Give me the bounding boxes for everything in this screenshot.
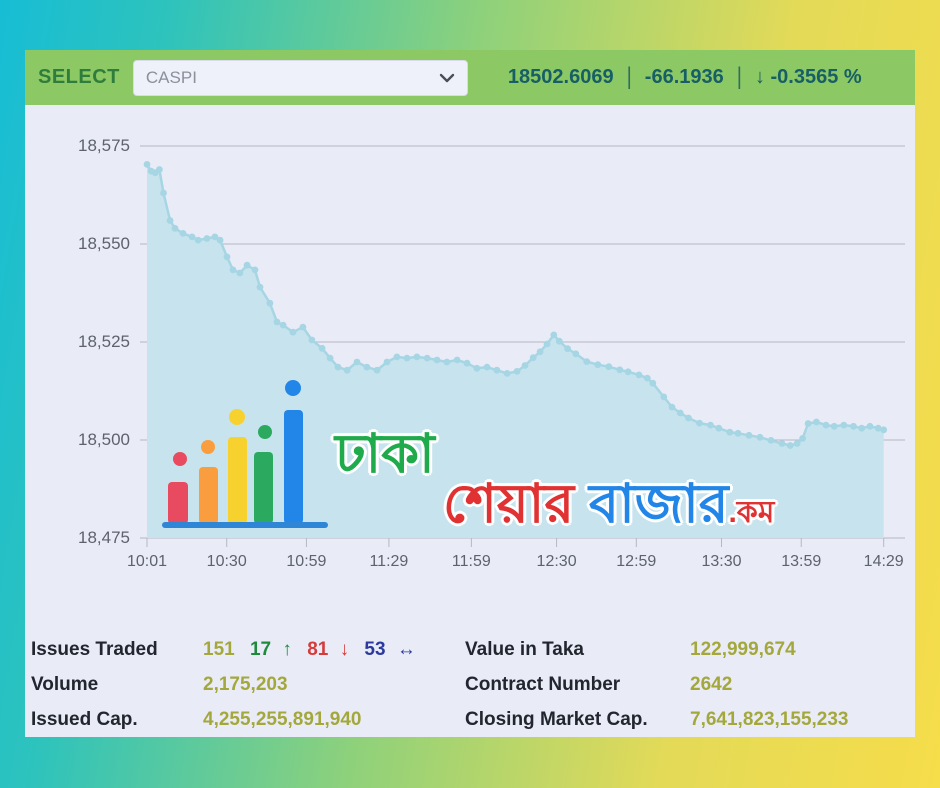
logo-dot-orange bbox=[201, 440, 215, 454]
logo-dot-green bbox=[258, 425, 272, 439]
chevron-down-icon bbox=[439, 73, 455, 82]
stat-value-issues-traded: 151 17 ↑ 81 ↓ 53 ↔ bbox=[203, 638, 416, 660]
stat-value-value-in-taka: 122,999,674 bbox=[690, 638, 796, 660]
logo-dot-yellow bbox=[229, 409, 245, 425]
index-change: -66.1936 bbox=[644, 66, 724, 88]
stat-label-volume: Volume bbox=[31, 673, 99, 695]
logo-bar-green bbox=[254, 452, 273, 524]
watermark-sharebazar-text: শেয়ার বাজার.কম bbox=[443, 462, 774, 552]
logo-baseline bbox=[162, 522, 328, 528]
select-label: SELECT bbox=[38, 66, 120, 88]
y-axis-label: 18,475 bbox=[78, 528, 130, 547]
y-axis-label: 18,550 bbox=[78, 234, 130, 253]
index-change-percent: ↓ -0.3565 % bbox=[754, 66, 862, 88]
y-axis-label: 18,525 bbox=[78, 332, 130, 351]
down-arrow-icon: ↓ bbox=[754, 66, 765, 88]
index-area-chart bbox=[140, 145, 905, 547]
logo-dot-red bbox=[173, 452, 187, 466]
stat-label-contract-number: Contract Number bbox=[465, 673, 621, 695]
x-axis-label: 12:30 bbox=[536, 553, 577, 570]
watermark-bazar-word: বাজার bbox=[589, 474, 729, 534]
stat-value-closing-market-cap: 7,641,823,155,233 bbox=[690, 708, 849, 730]
stat-value-volume: 2,175,203 bbox=[203, 673, 288, 695]
logo-bar-blue bbox=[284, 410, 303, 524]
index-dropdown[interactable]: CASPI bbox=[132, 59, 468, 96]
stat-value-contract-number: 2642 bbox=[690, 673, 733, 695]
x-axis-label: 10:01 bbox=[126, 553, 168, 570]
y-axis-label: 18,575 bbox=[78, 136, 130, 155]
main-panel: SELECT CASPI 18502.6069 | -66.1936 | ↓ -… bbox=[25, 50, 915, 737]
logo-bar-orange bbox=[199, 467, 218, 524]
logo-bar-yellow bbox=[228, 437, 247, 524]
watermark-share-word: শেয়ার bbox=[443, 474, 590, 534]
x-axis-label: 13:59 bbox=[781, 553, 822, 570]
x-axis-label: 13:30 bbox=[701, 553, 742, 570]
x-axis-label: 11:29 bbox=[369, 553, 409, 570]
left-right-arrow-icon: ↔ bbox=[396, 638, 416, 660]
area-series bbox=[143, 161, 888, 538]
x-axis-label: 14:29 bbox=[863, 553, 904, 570]
stat-value-issued-cap: 4,255,255,891,940 bbox=[203, 708, 362, 730]
chart-area: 18,575 18,550 18,525 18,500 18,475 10:01… bbox=[25, 50, 915, 737]
down-arrow-icon: ↓ bbox=[339, 638, 350, 660]
index-quote: 18502.6069 | -66.1936 | ↓ -0.3565 % bbox=[507, 63, 862, 91]
x-axis-label: 12:59 bbox=[616, 553, 657, 570]
y-axis-label: 18,500 bbox=[78, 430, 130, 449]
logo-dot-blue bbox=[285, 380, 301, 396]
stat-label-value-in-taka: Value in Taka bbox=[465, 638, 584, 660]
watermark-dotcom-word: .কম bbox=[728, 496, 775, 529]
x-axis-label: 11:59 bbox=[451, 553, 491, 570]
separator: | bbox=[626, 63, 632, 91]
index-value: 18502.6069 bbox=[507, 66, 614, 88]
stat-label-issued-cap: Issued Cap. bbox=[31, 708, 138, 730]
stat-label-issues-traded: Issues Traded bbox=[31, 638, 158, 660]
watermark-dhaka-text: ঢাকা bbox=[335, 424, 435, 484]
header-bar: SELECT CASPI 18502.6069 | -66.1936 | ↓ -… bbox=[25, 50, 915, 105]
dropdown-value: CASPI bbox=[145, 67, 197, 87]
x-axis-ticks bbox=[146, 538, 885, 547]
stats-panel: Issues Traded 151 17 ↑ 81 ↓ 53 ↔ Value i… bbox=[31, 632, 909, 737]
separator: | bbox=[736, 63, 742, 91]
x-axis-label: 10:59 bbox=[286, 553, 327, 570]
stat-label-closing-market-cap: Closing Market Cap. bbox=[465, 708, 648, 730]
up-arrow-icon: ↑ bbox=[282, 638, 292, 660]
logo-bar-red bbox=[168, 482, 188, 524]
x-axis-label: 10:30 bbox=[206, 553, 247, 570]
logo-bar-chart-icon bbox=[162, 380, 328, 528]
